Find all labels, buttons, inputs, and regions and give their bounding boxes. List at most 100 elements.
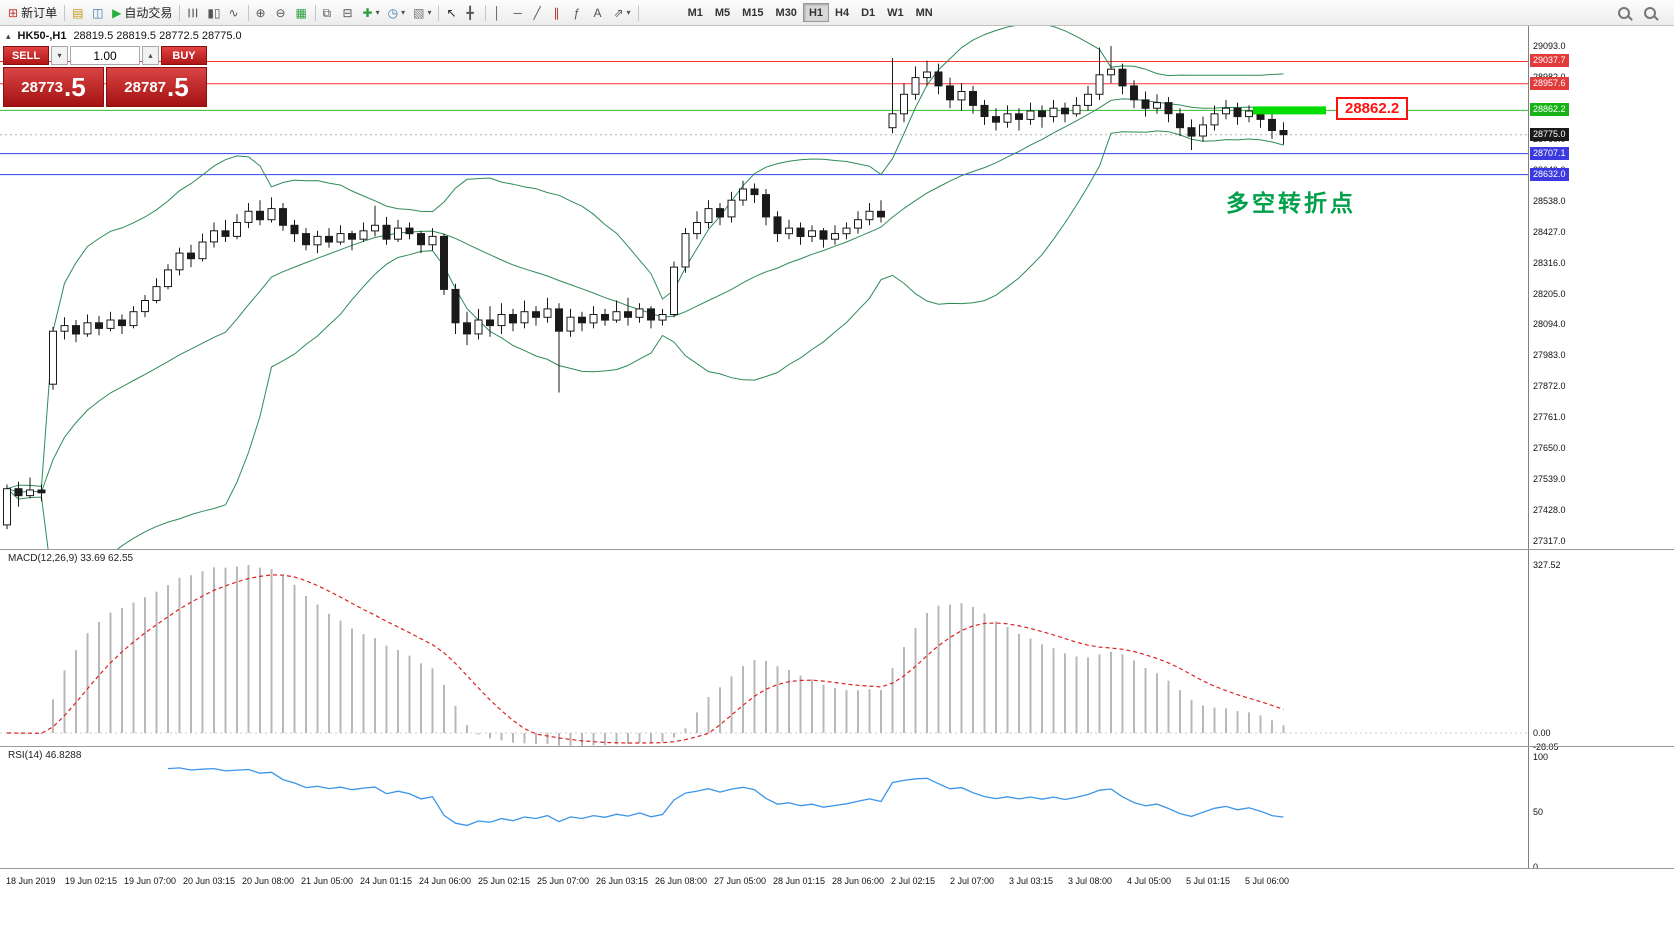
zoom-tool-button[interactable] (1614, 3, 1634, 23)
time-axis-label: 3 Jul 08:00 (1068, 876, 1113, 886)
tile-windows-icon: ▦ (295, 5, 307, 20)
chart-canvas[interactable] (0, 26, 1528, 868)
template-icon: ▧ (413, 5, 425, 20)
volume-down-button[interactable]: ▾ (51, 46, 68, 65)
candlestick-chart-button[interactable]: ▮▯ (203, 3, 224, 23)
time-axis-label: 20 Jun 08:00 (242, 876, 295, 886)
indicator-axis-label: 0.00 (1533, 728, 1551, 738)
chart-window: 29093.028982.028871.028760.028649.028538… (0, 26, 1674, 872)
channel-button[interactable]: ∥ (549, 3, 569, 23)
buy-button[interactable]: BUY (161, 46, 207, 65)
line-chart-button[interactable]: ∿ (225, 3, 245, 23)
collapse-panel-icon[interactable]: ▴ (6, 30, 11, 41)
price-axis[interactable]: 29093.028982.028871.028760.028649.028538… (1528, 26, 1674, 872)
buy-price-tile[interactable]: 28787 .5 (106, 67, 207, 107)
search-button[interactable] (1640, 3, 1660, 23)
crosshair-button[interactable]: ╋ (462, 3, 482, 23)
zoom-out-button[interactable]: ⊖ (272, 3, 292, 23)
magnifier-icon (1644, 6, 1656, 19)
buy-price-int: 28787 (124, 78, 167, 96)
volume-input[interactable] (70, 46, 140, 65)
timeframe-toolbar: M1 M5 M15 M30 H1 H4 D1 W1 MN (682, 3, 939, 22)
indicator-axis-label: -28.05 (1533, 742, 1559, 752)
timeframe-mn-button[interactable]: MN (910, 3, 939, 22)
time-axis-label: 25 Jun 02:15 (478, 876, 531, 886)
bar-chart-button[interactable]: ☰ (183, 3, 203, 23)
price-axis-badge: 28862.2 (1530, 103, 1569, 116)
price-tag-label[interactable]: 28862.2 (1336, 97, 1409, 120)
symbol-period-label: HK50-,H1 (17, 30, 67, 42)
profiles-button[interactable]: ▤ (68, 3, 88, 23)
panel-separator[interactable] (0, 549, 1674, 550)
line-chart-icon: ∿ (228, 5, 239, 20)
trendline-button[interactable]: ╱ (529, 3, 549, 23)
price-axis-label: 27428.0 (1533, 505, 1566, 515)
candlesticks[interactable] (3, 46, 1288, 530)
volume-up-button[interactable]: ▴ (142, 46, 159, 65)
time-axis[interactable]: 18 Jun 2019 19 Jun 02:15 19 Jun 07:00 20 Ju… (0, 869, 1674, 895)
clock-icon: ◷ (387, 5, 399, 20)
charts-list-button[interactable]: ◫ (88, 3, 108, 23)
price-axis-badge: 28775.0 (1530, 128, 1569, 141)
text-button[interactable]: A (589, 3, 609, 23)
timeframe-m5-button[interactable]: M5 (709, 3, 736, 22)
periods-button[interactable]: ◷ ▾ (384, 3, 410, 23)
channel-icon: ∥ (553, 5, 560, 20)
fibonacci-button[interactable]: ƒ (569, 3, 589, 23)
time-axis-label: 20 Jun 03:15 (183, 876, 236, 886)
timeframe-m30-button[interactable]: M30 (770, 3, 803, 22)
tile-horizontal-button[interactable]: ⊟ (339, 3, 359, 23)
timeframe-h4-button[interactable]: H4 (829, 3, 855, 22)
sell-price-int: 28773 (21, 78, 64, 96)
sell-button[interactable]: SELL (3, 46, 49, 65)
buy-price-frac: .5 (167, 72, 189, 102)
indicators-button[interactable]: ✚ ▾ (359, 3, 384, 23)
vertical-line-button[interactable]: │ (489, 3, 509, 23)
bollinger-middle-band[interactable] (6, 98, 1284, 493)
new-order-button[interactable]: ⊞ 新订单 (4, 3, 61, 23)
arrow-symbol-icon: ⇗ (613, 5, 624, 20)
tile-windows-button[interactable]: ▦ (292, 3, 312, 23)
timeframe-h1-button[interactable]: H1 (802, 3, 829, 22)
price-axis-badge: 28707.1 (1530, 147, 1569, 160)
time-axis-label: 18 Jun 2019 (6, 876, 56, 886)
arrows-button[interactable]: ⇗ ▾ (609, 3, 634, 23)
toolbar-buttons: ⊞ 新订单 ▤ ◫ ▶ 自动交易 ☰ ▮▯ ∿ ⊕ ⊖ ▦ ⧉ ⊟ ✚ ▾ ◷ ▾ ▧ ▾ ↖ ╋ │ ─ ╱ ∥ ƒ A ⇗ ▾ (4, 3, 642, 23)
indicator-axis-label: 50 (1533, 807, 1544, 817)
tile-horizontal-icon: ⊟ (342, 5, 353, 20)
candlestick-chart-icon: ▮▯ (207, 5, 221, 20)
price-axis-badge: 28957.6 (1530, 77, 1569, 90)
cursor-button[interactable]: ↖ (442, 3, 462, 23)
price-axis-label: 28538.0 (1533, 196, 1566, 206)
bollinger-lower-band[interactable] (6, 130, 1284, 592)
turning-point-annotation: 多空转折点 (1226, 190, 1356, 216)
zoom-in-button[interactable]: ⊕ (252, 3, 272, 23)
timeframe-m15-button[interactable]: M15 (736, 3, 769, 22)
price-axis-label: 29093.0 (1533, 41, 1566, 51)
panel-separator[interactable] (0, 746, 1674, 747)
timeframe-m1-button[interactable]: M1 (682, 3, 709, 22)
vertical-line-icon: │ (493, 5, 501, 20)
price-axis-label: 27983.0 (1533, 350, 1566, 360)
timeframe-d1-button[interactable]: D1 (855, 3, 881, 22)
dropdown-arrow-icon: ▾ (626, 8, 631, 17)
timeframe-w1-button[interactable]: W1 (881, 3, 910, 22)
sell-price-tile[interactable]: 28773 .5 (3, 67, 104, 107)
price-axis-label: 27650.0 (1533, 443, 1566, 453)
auto-trading-button[interactable]: ▶ 自动交易 (108, 3, 176, 23)
time-axis-label: 4 Jul 05:00 (1127, 876, 1172, 886)
zoom-out-icon: ⊖ (275, 5, 286, 20)
time-axis-label: 24 Jun 01:15 (360, 876, 413, 886)
macd-signal-line (6, 574, 1284, 744)
main-chart-layer (0, 26, 1528, 592)
charts-list-icon: ◫ (92, 5, 104, 20)
cascade-windows-button[interactable]: ⧉ (319, 3, 339, 23)
highlight-bar[interactable] (1253, 106, 1326, 115)
templates-button[interactable]: ▧ ▾ (409, 3, 435, 23)
horizontal-line-button[interactable]: ─ (509, 3, 529, 23)
macd-label: MACD(12,26,9) 33.69 62.55 (8, 553, 134, 564)
play-icon: ▶ (112, 5, 122, 20)
rsi-label: RSI(14) 46.8288 (8, 750, 82, 761)
zoom-in-icon: ⊕ (255, 5, 266, 20)
bollinger-upper-band[interactable] (6, 26, 1284, 490)
